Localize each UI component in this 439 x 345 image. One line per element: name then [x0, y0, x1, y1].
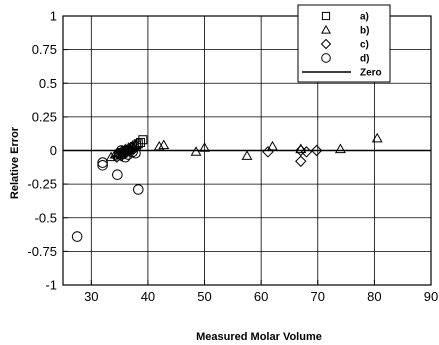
y-tick-label: -0.25 — [27, 177, 57, 192]
triangle-data-point — [199, 142, 211, 152]
x-tick-label: 60 — [254, 289, 268, 304]
y-axis-title: Relative Error — [9, 126, 21, 199]
legend-label: c) — [360, 40, 369, 51]
legend-label: Zero — [360, 68, 382, 79]
circle-data-point — [132, 184, 144, 195]
triangle-data-point — [267, 140, 278, 151]
circle-data-point — [97, 157, 108, 168]
data-points — [71, 132, 383, 242]
legend: a) b) c) d) Zero — [297, 4, 391, 83]
triangle-data-point — [153, 140, 165, 151]
x-tick-label: 30 — [84, 289, 98, 304]
legend-label: d) — [360, 54, 369, 65]
x-tick-label: 40 — [141, 289, 155, 304]
y-tick-label: 0.25 — [32, 109, 57, 124]
legend-triangle-marker — [320, 24, 332, 34]
y-tick-label: 1 — [50, 9, 57, 24]
triangle-data-point — [158, 139, 170, 150]
y-tick-label: -0.5 — [35, 210, 57, 225]
diamond-data-point — [310, 144, 323, 157]
diamond-data-point — [300, 146, 313, 158]
circle-data-point — [97, 159, 108, 171]
circle-data-point — [130, 147, 141, 159]
y-tick-label: 0.5 — [39, 76, 57, 91]
circle-data-point — [114, 147, 125, 159]
legend-label: b) — [360, 26, 369, 37]
legend-box — [297, 4, 391, 83]
x-tick-label: 50 — [197, 289, 211, 304]
legend-label: a) — [360, 12, 369, 23]
triangle-data-point — [190, 146, 202, 156]
legend-square-marker — [321, 11, 331, 21]
triangle-data-point — [241, 150, 253, 160]
diamond-data-point — [262, 146, 274, 158]
triangle-data-point — [295, 143, 307, 154]
y-axis-ticks: -1 -0.75 -0.5 -0.25 0 0.25 0.5 0.75 1 — [27, 9, 68, 293]
y-tick-label: -1 — [45, 278, 57, 293]
legend-circle-marker — [321, 53, 331, 63]
diamond-data-point — [295, 155, 307, 167]
y-tick-label: 0 — [50, 143, 57, 158]
y-tick-label: 0.75 — [32, 42, 57, 57]
plot-frame — [62, 15, 432, 286]
triangle-data-point — [334, 143, 346, 154]
triangle-data-point — [371, 132, 383, 143]
x-tick-label: 80 — [367, 289, 381, 304]
circle-data-point — [112, 169, 123, 181]
x-tick-label: 70 — [311, 289, 325, 304]
x-axis-title: Measured Molar Volume — [196, 331, 322, 343]
circle-data-point — [71, 231, 83, 242]
x-axis-ticks: 30 40 50 60 70 80 90 — [84, 280, 438, 304]
legend-diamond-marker — [320, 38, 332, 50]
y-tick-label: -0.75 — [27, 244, 57, 259]
circle-data-point — [119, 151, 131, 163]
square-data-point — [138, 135, 148, 145]
x-tick-label: 90 — [424, 289, 438, 304]
